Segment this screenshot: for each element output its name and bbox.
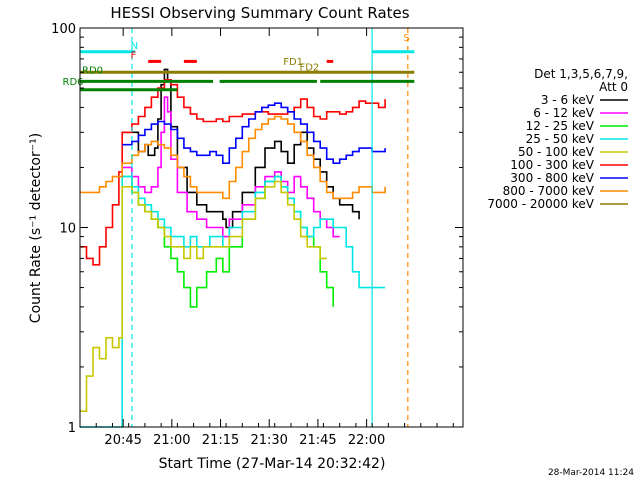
legend-header-line-1: Det 1,3,5,6,7,9, — [534, 67, 628, 81]
x-tick-label-1: 21:00 — [153, 433, 190, 448]
x-tick-label-0: 20:45 — [104, 433, 141, 448]
x-axis-label: Start Time (27-Mar-14 20:32:42) — [159, 456, 386, 472]
y-tick-label-1: 10 — [59, 222, 76, 237]
plot-lines — [80, 28, 409, 428]
annotation-6: S — [403, 33, 409, 44]
series-line-7 — [80, 115, 386, 200]
series-line-4 — [80, 180, 327, 412]
legend-label-5: 100 - 300 keV — [510, 158, 594, 172]
annotation-2: RD0 — [82, 66, 103, 77]
series-line-3 — [80, 175, 386, 428]
annotation-4: FD1 — [283, 57, 303, 68]
annotation-3: RD6 — [63, 77, 84, 88]
series-line-2 — [122, 175, 334, 308]
legend-label-6: 300 - 800 keV — [510, 171, 594, 185]
plot-frame — [79, 27, 464, 428]
y-tick-label-2: 100 — [51, 22, 76, 37]
annotation-1: F — [131, 50, 137, 61]
legend-label-2: 12 - 25 keV — [526, 119, 595, 133]
legend-label-4: 50 - 100 keV — [518, 145, 595, 159]
legend-header-line-2: Att 0 — [599, 80, 628, 94]
annotation-0: N — [131, 41, 138, 52]
series-line-6 — [122, 102, 386, 164]
series-line-5 — [80, 79, 386, 266]
timestamp: 28-Mar-2014 11:24 — [548, 468, 634, 478]
legend-label-1: 6 - 12 keV — [533, 106, 595, 120]
y-axis-label: Count Rate (s⁻¹ detector⁻¹) — [28, 133, 44, 323]
x-tick-label-3: 21:30 — [250, 433, 287, 448]
x-tick-label-4: 21:45 — [299, 433, 336, 448]
x-tick-label-2: 21:15 — [202, 433, 239, 448]
series-line-1 — [122, 96, 340, 238]
y-tick-label-0: 1 — [68, 421, 76, 436]
legend-label-8: 7000 - 20000 keV — [487, 197, 594, 211]
chart-title: HESSI Observing Summary Count Rates — [110, 4, 409, 22]
legend-label-7: 800 - 7000 keV — [503, 184, 595, 198]
y-axis: 1 10 100 — [51, 22, 463, 436]
legend-label-0: 3 - 6 keV — [541, 93, 595, 107]
x-axis: 20:45 21:00 21:15 21:30 21:45 22:00 — [79, 28, 454, 448]
legend-label-3: 25 - 50 keV — [526, 132, 595, 146]
x-tick-label-5: 22:00 — [348, 433, 385, 448]
annotation-5: FD2 — [299, 63, 319, 74]
state-bars — [80, 50, 415, 92]
